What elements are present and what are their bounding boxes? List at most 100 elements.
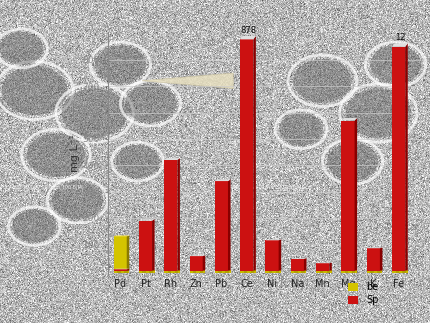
Legend: be, Sp: be, Sp [347, 281, 380, 307]
Bar [128, 270, 129, 273]
Bar [396, 270, 399, 273]
Circle shape [95, 45, 146, 84]
Bar [323, 270, 326, 273]
Bar [247, 270, 251, 273]
Bar [215, 181, 228, 271]
Circle shape [327, 142, 378, 181]
Polygon shape [164, 158, 180, 160]
Bar [114, 270, 117, 273]
Bar [222, 270, 225, 273]
Bar [367, 248, 380, 271]
Polygon shape [279, 239, 281, 271]
Bar [291, 259, 304, 271]
Bar [139, 221, 152, 271]
Circle shape [0, 32, 43, 65]
Bar [341, 270, 345, 273]
Bar [326, 270, 330, 273]
Bar [240, 270, 244, 273]
Polygon shape [203, 255, 205, 271]
Bar [392, 47, 405, 271]
Bar [319, 270, 323, 273]
Polygon shape [127, 269, 129, 271]
Circle shape [62, 88, 127, 138]
Bar [406, 270, 408, 273]
Polygon shape [291, 258, 307, 259]
Bar [197, 270, 200, 273]
Polygon shape [114, 235, 129, 236]
Text: 878: 878 [240, 26, 256, 35]
Bar [348, 270, 352, 273]
Bar [218, 270, 222, 273]
Circle shape [293, 59, 352, 103]
Bar [175, 270, 178, 273]
Bar [164, 270, 168, 273]
Bar [298, 270, 301, 273]
Circle shape [52, 181, 103, 220]
Bar [225, 270, 229, 273]
Bar [215, 270, 218, 273]
Text: S-4800    3kV 19.9m   220 SE(M): S-4800 3kV 19.9m 220 SE(M) [224, 185, 303, 190]
Bar [203, 270, 205, 273]
Bar [370, 270, 374, 273]
Polygon shape [142, 73, 233, 89]
Circle shape [370, 45, 421, 84]
Bar [345, 270, 348, 273]
Bar [374, 270, 377, 273]
Bar [399, 270, 402, 273]
Polygon shape [127, 235, 129, 271]
Polygon shape [265, 239, 281, 240]
Bar [367, 270, 370, 273]
Circle shape [346, 88, 411, 138]
Bar [316, 263, 329, 271]
Bar [294, 270, 298, 273]
Bar [392, 270, 396, 273]
Bar [265, 240, 279, 271]
Bar [254, 270, 256, 273]
Polygon shape [253, 36, 256, 271]
Text: S-4800 20.0kV 19.6nm 100 E(M): S-4800 20.0kV 19.6nm 100 E(M) [4, 185, 84, 190]
Bar [316, 270, 319, 273]
Bar [269, 270, 273, 273]
Circle shape [116, 145, 160, 178]
Bar [402, 270, 406, 273]
Bar [276, 270, 280, 273]
Circle shape [27, 133, 85, 177]
Polygon shape [215, 179, 230, 181]
Bar [341, 120, 355, 271]
Polygon shape [341, 118, 357, 120]
Bar [153, 270, 155, 273]
Bar [377, 270, 381, 273]
Polygon shape [355, 118, 357, 271]
Bar [142, 270, 146, 273]
Bar [330, 270, 332, 273]
Polygon shape [152, 219, 155, 271]
Polygon shape [304, 258, 307, 271]
Bar [301, 270, 305, 273]
Bar [355, 270, 357, 273]
Bar [171, 270, 175, 273]
Bar [352, 270, 355, 273]
Bar [190, 256, 203, 271]
Polygon shape [177, 158, 180, 271]
Bar [251, 270, 254, 273]
Bar [291, 270, 294, 273]
Bar [114, 269, 127, 271]
Bar [146, 270, 149, 273]
Bar [229, 270, 230, 273]
Circle shape [279, 113, 323, 146]
Bar [265, 270, 269, 273]
Polygon shape [228, 179, 230, 271]
Polygon shape [329, 263, 332, 271]
Bar [193, 270, 197, 273]
Circle shape [12, 210, 56, 243]
Bar [117, 270, 120, 273]
Text: 12: 12 [395, 33, 405, 42]
Bar [139, 270, 142, 273]
Bar [168, 270, 171, 273]
Bar [120, 270, 124, 273]
Bar [178, 270, 180, 273]
Polygon shape [392, 43, 408, 47]
Bar [124, 270, 128, 273]
Polygon shape [139, 219, 155, 221]
Bar [273, 270, 276, 273]
